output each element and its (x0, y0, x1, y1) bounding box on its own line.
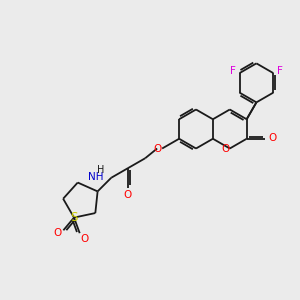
Text: NH: NH (88, 172, 103, 182)
Text: H: H (97, 165, 104, 175)
Text: F: F (230, 66, 236, 76)
Text: O: O (268, 133, 276, 143)
Text: O: O (53, 228, 61, 238)
Text: F: F (278, 66, 283, 76)
Text: O: O (153, 143, 161, 154)
Text: O: O (222, 143, 230, 154)
Text: S: S (70, 211, 78, 224)
Text: O: O (123, 190, 131, 200)
Text: O: O (81, 234, 89, 244)
